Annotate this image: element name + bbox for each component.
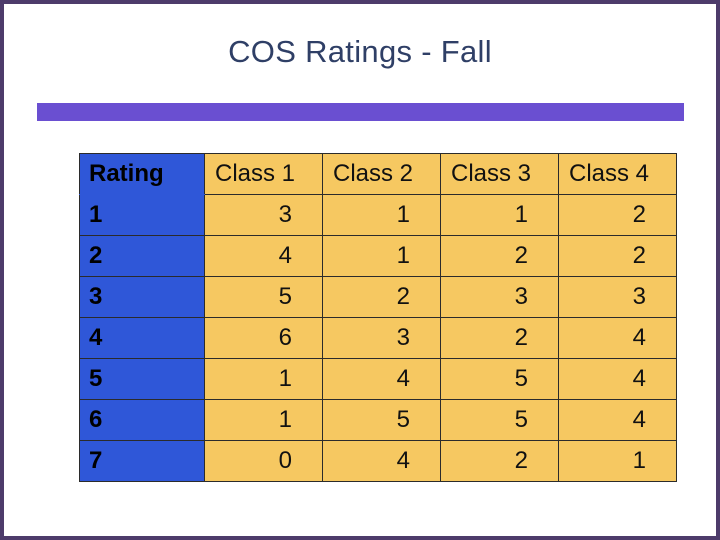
table-row: 2 4 1 2 2 [79,235,677,277]
table-cell: 2 [440,235,559,277]
table-cell: 2 [322,276,441,318]
table-cell: 1 [440,194,559,236]
rating-label: 6 [79,399,205,441]
table-row: 1 3 1 1 2 [79,194,677,236]
header-class-4: Class 4 [558,153,677,195]
table-cell: 0 [204,440,323,482]
rating-label: 5 [79,358,205,400]
ratings-table: Rating Class 1 Class 2 Class 3 Class 4 1… [79,153,677,482]
title-accent-bar [37,103,684,121]
table-cell: 4 [322,440,441,482]
header-class-2: Class 2 [322,153,441,195]
table-cell: 2 [440,317,559,359]
table-row: 4 6 3 2 4 [79,317,677,359]
table-row: 6 1 5 5 4 [79,399,677,441]
header-class-1: Class 1 [204,153,323,195]
table-cell: 3 [558,276,677,318]
table-cell: 4 [204,235,323,277]
table-cell: 2 [440,440,559,482]
rating-label: 3 [79,276,205,318]
slide-title: COS Ratings - Fall [228,34,492,69]
table-cell: 4 [558,358,677,400]
header-rating: Rating [79,153,205,195]
rating-label: 2 [79,235,205,277]
rating-label: 4 [79,317,205,359]
rating-label: 1 [79,194,205,236]
rating-label: 7 [79,440,205,482]
table-cell: 3 [204,194,323,236]
header-class-3: Class 3 [440,153,559,195]
table-cell: 1 [204,399,323,441]
table-cell: 1 [558,440,677,482]
table-cell: 5 [204,276,323,318]
table-cell: 6 [204,317,323,359]
table-row: 7 0 4 2 1 [79,440,677,482]
table-cell: 2 [558,235,677,277]
table-cell: 5 [322,399,441,441]
table-cell: 4 [322,358,441,400]
table-cell: 1 [204,358,323,400]
table-cell: 3 [440,276,559,318]
table-cell: 5 [440,399,559,441]
table-cell: 3 [322,317,441,359]
table-row: 3 5 2 3 3 [79,276,677,318]
table-cell: 1 [322,235,441,277]
table-cell: 4 [558,317,677,359]
table-header-row: Rating Class 1 Class 2 Class 3 Class 4 [79,153,677,195]
table-cell: 4 [558,399,677,441]
table-cell: 2 [558,194,677,236]
table-row: 5 1 4 5 4 [79,358,677,400]
table-cell: 1 [322,194,441,236]
table-cell: 5 [440,358,559,400]
